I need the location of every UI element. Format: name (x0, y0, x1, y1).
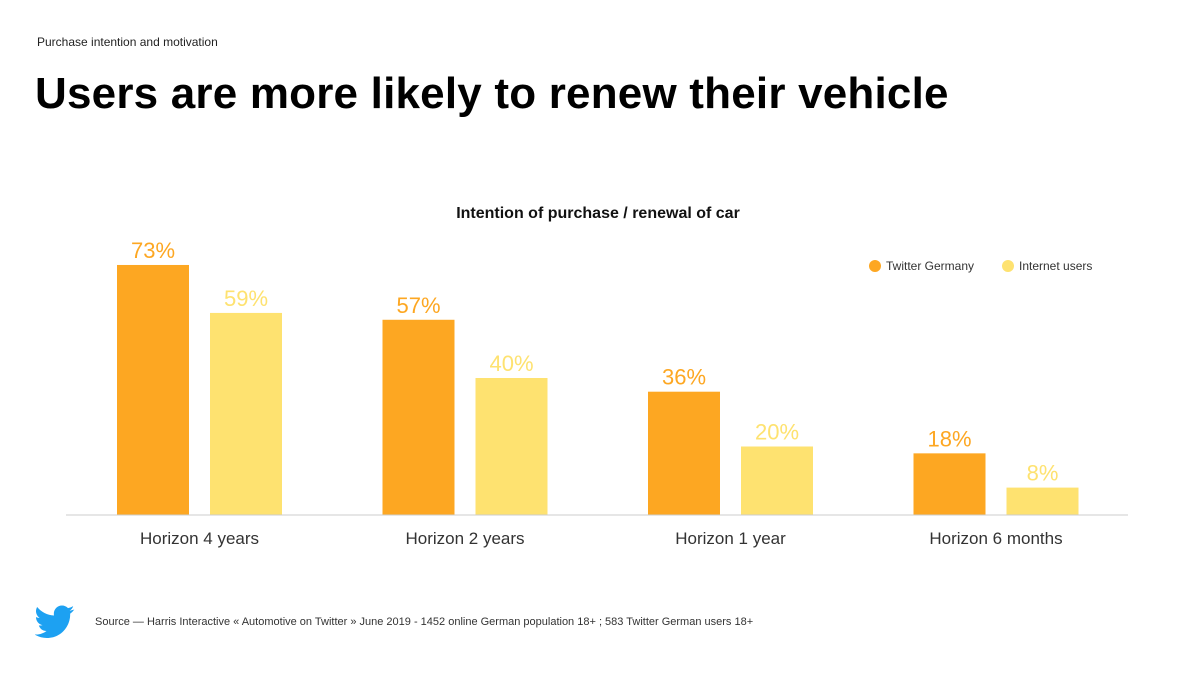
value-label: 20% (755, 420, 799, 445)
bar-internet-users-2 (475, 378, 548, 515)
legend: Twitter Germany Internet users (869, 259, 1092, 273)
category-label: Horizon 2 years (405, 529, 524, 548)
page-title: Users are more likely to renew their veh… (35, 69, 949, 118)
legend-internet-users-marker (1002, 260, 1014, 272)
value-label: 18% (927, 426, 971, 451)
value-label: 57% (396, 293, 440, 318)
category-label: Horizon 6 months (929, 529, 1062, 548)
category-label: Horizon 1 year (675, 529, 786, 548)
bar-twitter-germany-4 (913, 453, 986, 515)
legend-twitter-germany-label: Twitter Germany (886, 259, 974, 273)
value-label: 59% (224, 286, 268, 311)
value-label: 36% (662, 365, 706, 390)
value-label: 40% (489, 351, 533, 376)
legend-internet-users-label: Internet users (1019, 259, 1092, 273)
bars-layer: 73% 59% Horizon 4 years 57% 40% Horizon 2 yea… (117, 238, 1079, 548)
source-note: Source — Harris Interactive « Automotive… (95, 616, 754, 628)
bar-twitter-germany-2 (382, 319, 455, 515)
footer: Source — Harris Interactive « Automotive… (34, 605, 754, 639)
twitter-bird-icon (34, 605, 75, 639)
bar-twitter-germany-3 (648, 391, 720, 515)
chart-title: Intention of purchase / renewal of car (456, 205, 740, 222)
eyebrow-label: Purchase intention and motivation (37, 35, 218, 49)
value-label: 8% (1027, 461, 1059, 486)
bar-internet-users-3 (741, 446, 813, 515)
legend-twitter-germany-marker (869, 260, 881, 272)
bar-internet-users-4 (1006, 487, 1079, 515)
bar-twitter-germany-1 (117, 264, 189, 515)
bar-internet-users-1 (210, 312, 282, 515)
category-label: Horizon 4 years (140, 529, 259, 548)
value-label: 73% (131, 238, 175, 263)
